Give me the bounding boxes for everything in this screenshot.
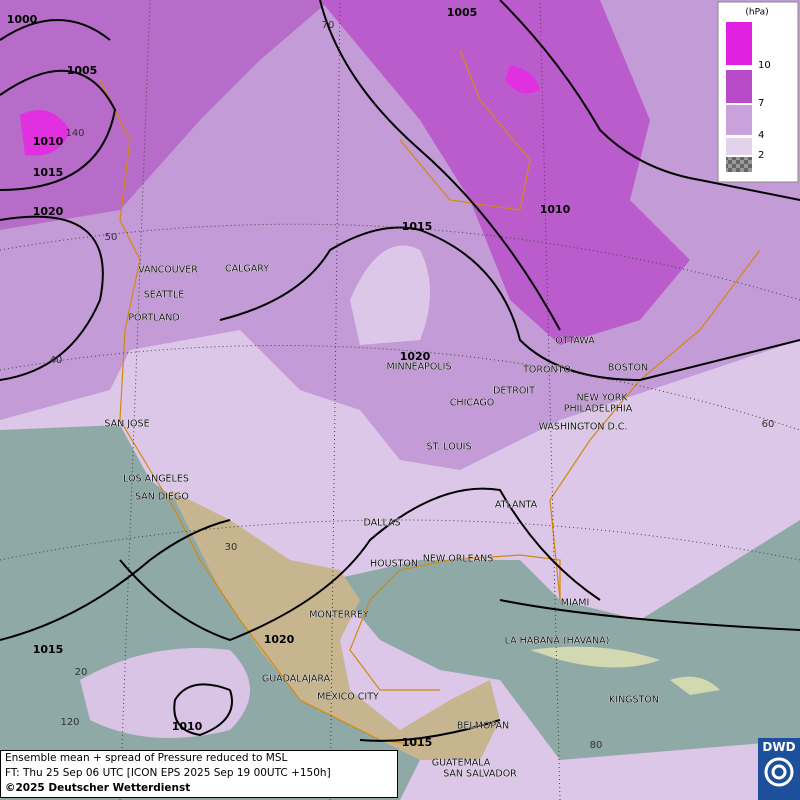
city-label: BOSTON — [608, 363, 648, 374]
city-label: WASHINGTON D.C. — [539, 422, 628, 433]
city-label: PHILADELPHIA — [564, 404, 633, 415]
grid-label: 40 — [50, 355, 63, 366]
coastlines — [99, 49, 761, 746]
city-label: DETROIT — [493, 386, 535, 397]
grid-label: 120 — [60, 717, 79, 728]
grid-label: 70 — [322, 20, 335, 31]
city-label: LOS ANGELES — [123, 474, 189, 485]
grid-label: 30 — [225, 542, 238, 553]
legend-label: 4 — [758, 130, 764, 141]
city-label: GUATEMALA — [432, 758, 491, 769]
spread-high-nw — [0, 0, 330, 230]
city-label: SAN SALVADOR — [443, 769, 517, 780]
isobar-label: 1020 — [264, 633, 295, 646]
city-label: SAN JOSE — [104, 419, 149, 430]
isobar-label: 1005 — [447, 6, 478, 19]
city-label: MINNEAPOLIS — [386, 362, 451, 373]
spread-low-prairie — [350, 245, 430, 345]
legend-swatch — [726, 105, 752, 135]
grid-label: 60 — [762, 419, 775, 430]
logo-icon — [764, 757, 794, 787]
legend-label: 2 — [758, 150, 764, 161]
city-label: GUADALAJARA — [262, 674, 331, 685]
city-label: HOUSTON — [370, 559, 418, 570]
isobar-label: 1010 — [172, 720, 203, 733]
legend-swatch — [726, 70, 752, 103]
city-label: VANCOUVER — [138, 265, 198, 276]
legend-swatch-min — [726, 157, 752, 172]
grid-label: 20 — [75, 667, 88, 678]
mexico-land — [170, 490, 500, 760]
city-label: NEW YORK — [576, 393, 628, 404]
atlantic-gulf — [330, 520, 800, 760]
city-label: ATLANTA — [495, 500, 538, 511]
footer: Ensemble mean + spread of Pressure reduc… — [0, 750, 398, 798]
legend-swatch — [726, 22, 752, 65]
footer-line: FT: Thu 25 Sep 06 UTC [ICON EPS 2025 Sep… — [5, 767, 331, 779]
dwd-logo: DWD — [758, 738, 800, 800]
city-label: KINGSTON — [609, 695, 659, 706]
grid-label: 50 — [105, 232, 118, 243]
legend-unit: (hPa) — [745, 8, 768, 18]
city-label: CHICAGO — [450, 398, 494, 409]
grid-label: 140 — [65, 128, 84, 139]
city-label: TORONTO — [522, 365, 571, 376]
isobar-label: 1015 — [402, 736, 433, 749]
city-label: LA HABANA (HAVANA) — [505, 636, 610, 647]
city-label: MEXICO CITY — [317, 692, 379, 703]
city-label: BELMOPAN — [457, 721, 509, 732]
city-label: MONTERREY — [309, 610, 369, 621]
isobar-label: 1010 — [540, 203, 571, 216]
caribbean-islands — [530, 646, 720, 695]
legend-swatch — [726, 138, 752, 155]
isobar-label: 1015 — [402, 220, 433, 233]
city-label: SEATTLE — [144, 290, 185, 301]
legend-label: 10 — [758, 60, 771, 71]
city-label: MIAMI — [561, 598, 590, 609]
isobar-label: 1020 — [400, 350, 431, 363]
copyright: ©2025 Deutscher Wetterdienst — [5, 782, 191, 794]
spread-low-pacific — [80, 648, 250, 738]
logo-text: DWD — [762, 740, 796, 754]
city-label: PORTLAND — [128, 313, 179, 324]
isobar-label: 1000 — [7, 13, 38, 26]
city-label: NEW ORLEANS — [423, 554, 494, 565]
city-label: DALLAS — [364, 518, 401, 529]
city-label: CALGARY — [225, 264, 269, 275]
isobars — [0, 0, 800, 742]
isobar-label: 1010 — [33, 135, 64, 148]
footer-line: Ensemble mean + spread of Pressure reduc… — [5, 752, 288, 764]
isobar-label: 1015 — [33, 166, 64, 179]
spread-high-ne — [320, 0, 690, 345]
isobar-label: 1020 — [33, 205, 64, 218]
city-label: ST. LOUIS — [427, 442, 472, 453]
legend-label: 7 — [758, 98, 764, 109]
legend: (hPa) 10 7 4 2 — [717, 1, 799, 183]
isobar-label: 1005 — [67, 64, 98, 77]
city-label: SAN DIEGO — [135, 492, 189, 503]
grid-label: 80 — [590, 740, 603, 751]
city-label: OTTAWA — [555, 336, 595, 347]
isobar-label: 1015 — [33, 643, 64, 656]
